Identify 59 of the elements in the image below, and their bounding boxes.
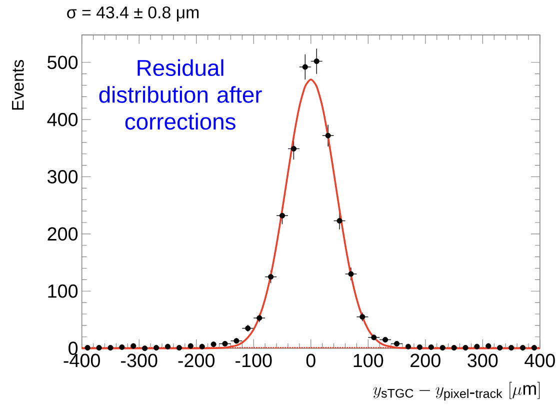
point — [314, 58, 320, 64]
point — [405, 344, 412, 350]
x-tick-label: 400 — [524, 354, 555, 368]
point — [153, 344, 160, 350]
x-tick-label: 300 — [468, 354, 498, 368]
point — [531, 344, 537, 350]
x-axis-title: $y_{\mathrm{sTGC}} - y_{\mathrm{pixel\mbox{-}track}}\ [\mu\mathrm{m}]$ — [373, 382, 540, 400]
point — [290, 146, 296, 152]
x-tick-label: -100 — [236, 354, 272, 368]
y-tick-label: 400 — [47, 112, 78, 126]
annotation: Residual distribution after corrections — [99, 59, 262, 130]
point — [325, 132, 331, 138]
point — [416, 344, 422, 350]
point — [268, 274, 274, 280]
point — [382, 336, 388, 342]
point — [348, 271, 354, 277]
point — [486, 343, 492, 349]
point — [142, 345, 148, 351]
point — [234, 338, 240, 344]
y-tick-label: 200 — [48, 227, 78, 241]
x-tick-label: -200 — [178, 354, 215, 368]
point — [474, 344, 480, 350]
x-tick-label: -400 — [64, 354, 100, 368]
chart-title: σ = 43.4 ± 0.8 μm — [67, 6, 199, 22]
x-tick-label: 100 — [354, 354, 384, 368]
x-tick-label: 200 — [410, 354, 440, 368]
x-tick-label: 0 — [306, 354, 316, 368]
point — [279, 212, 286, 218]
point — [164, 344, 171, 350]
point — [451, 344, 457, 350]
point — [96, 344, 102, 350]
x-tick-label: -300 — [121, 354, 158, 368]
point — [440, 344, 446, 350]
point — [130, 343, 136, 349]
point — [84, 344, 90, 350]
point — [497, 344, 503, 350]
point — [210, 341, 216, 347]
point — [176, 344, 182, 350]
y-axis-title: Events — [12, 60, 24, 110]
point — [222, 340, 228, 346]
point — [336, 218, 342, 224]
point — [394, 340, 400, 346]
point — [108, 344, 114, 350]
point — [199, 344, 205, 350]
y-tick-label: 100 — [48, 284, 78, 298]
y-tick-label: 0 — [68, 342, 78, 355]
y-tick-label: 300 — [48, 170, 78, 184]
point — [360, 314, 366, 320]
point — [428, 344, 434, 350]
point — [508, 344, 514, 350]
point — [462, 344, 468, 350]
point — [371, 334, 377, 340]
y-tick-label: 500 — [48, 56, 78, 69]
point — [188, 343, 194, 349]
point — [245, 325, 251, 331]
point — [256, 315, 262, 321]
point — [302, 64, 308, 70]
point — [520, 344, 526, 350]
point — [119, 344, 125, 350]
